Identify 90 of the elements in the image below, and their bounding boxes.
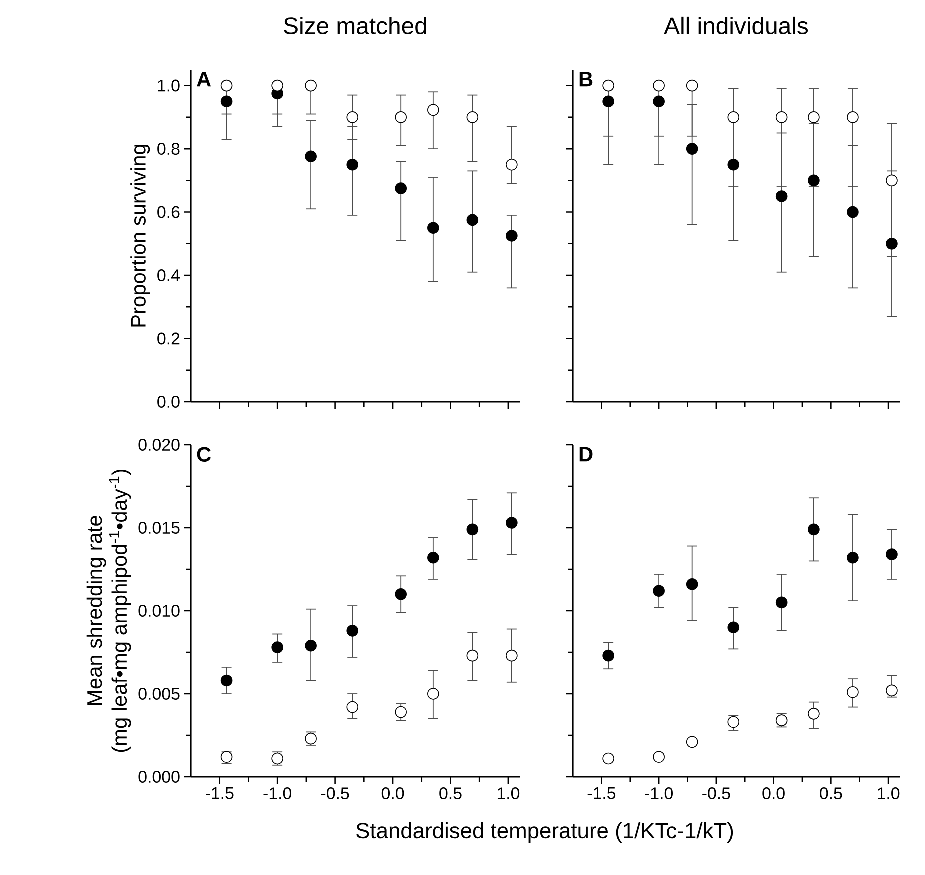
- x-tick-label: -0.5: [321, 788, 350, 800]
- point: [728, 158, 740, 171]
- point: [728, 112, 740, 124]
- annotation: C: [197, 447, 212, 462]
- point: [653, 80, 665, 92]
- x-tick-label: -1.5: [206, 788, 234, 800]
- x-tick-label: 0.0: [382, 788, 404, 800]
- x-tick-label: 0.5: [820, 788, 842, 800]
- point: [602, 96, 614, 108]
- y-axis-title: Proportion surviving: [130, 144, 150, 327]
- point: [686, 80, 698, 92]
- point: [686, 578, 698, 590]
- point: [653, 585, 665, 597]
- y-tick-label: 0.020: [138, 439, 180, 452]
- point: [808, 112, 820, 124]
- point: [847, 206, 859, 218]
- point: [272, 80, 284, 92]
- y-tick-label: 1.0: [158, 80, 180, 92]
- x-tick-label: 1.0: [498, 788, 520, 800]
- y-tick-label: 0.015: [138, 522, 180, 534]
- point: [395, 182, 407, 194]
- point: [220, 80, 233, 92]
- chart-title: All individuals: [664, 16, 808, 35]
- x-tick-label: -1.0: [645, 788, 673, 800]
- x-tick-label: 1.0: [878, 788, 900, 800]
- x-tick-label: -1.5: [588, 788, 616, 800]
- point: [305, 80, 317, 92]
- point: [602, 80, 614, 92]
- point: [728, 622, 740, 634]
- annotation: A: [197, 72, 212, 87]
- point: [886, 684, 898, 697]
- point: [886, 238, 898, 250]
- x-tick-label: 0.5: [440, 788, 462, 800]
- point: [847, 552, 859, 564]
- point: [686, 736, 698, 748]
- point: [466, 214, 479, 226]
- y-tick-label: 0.010: [138, 605, 180, 618]
- point: [728, 716, 740, 728]
- point: [653, 96, 665, 108]
- point: [466, 112, 479, 124]
- point: [428, 552, 440, 564]
- point: [395, 588, 407, 600]
- annotation: B: [580, 72, 593, 87]
- point: [776, 112, 788, 124]
- point: [506, 158, 518, 171]
- point: [808, 708, 820, 720]
- point: [602, 752, 614, 765]
- x-tick-label: -1.0: [264, 788, 292, 800]
- point: [808, 174, 820, 187]
- point: [847, 112, 859, 124]
- y-tick-label: 0.2: [158, 332, 180, 345]
- point: [808, 524, 820, 536]
- x-axis-title: Standardised temperature (1/KTc-1/kT): [356, 822, 734, 843]
- y-tick-label: 0.4: [158, 270, 180, 282]
- point: [506, 650, 518, 662]
- y-tick-label: 0.6: [158, 206, 180, 218]
- point: [346, 701, 359, 714]
- point: [886, 548, 898, 560]
- chart-title: Size matched: [284, 16, 426, 35]
- point: [466, 524, 479, 536]
- point: [428, 222, 440, 234]
- point: [686, 143, 698, 155]
- point: [506, 230, 518, 242]
- x-tick-label: 0.0: [762, 788, 785, 800]
- point: [346, 158, 359, 171]
- point: [428, 104, 440, 116]
- point: [653, 751, 665, 763]
- point: [220, 96, 233, 108]
- point: [602, 650, 614, 662]
- point: [395, 706, 407, 718]
- point: [776, 596, 788, 609]
- point: [305, 640, 317, 652]
- point: [428, 688, 440, 700]
- point: [886, 174, 898, 187]
- point: [776, 190, 788, 202]
- point: [305, 150, 317, 163]
- point: [220, 674, 233, 687]
- y-tick-label: 0.0: [158, 396, 180, 408]
- point: [346, 625, 359, 637]
- point: [847, 686, 859, 698]
- point: [506, 517, 518, 529]
- point: [346, 112, 359, 124]
- y-tick-label: 0.8: [158, 143, 180, 156]
- y-tick-label: 0.005: [138, 688, 180, 700]
- y-tick-label: 0.000: [138, 771, 180, 784]
- annotation: D: [580, 447, 593, 462]
- x-tick-label: -0.5: [702, 788, 730, 800]
- point: [395, 112, 407, 124]
- point: [272, 642, 284, 654]
- point: [466, 650, 479, 662]
